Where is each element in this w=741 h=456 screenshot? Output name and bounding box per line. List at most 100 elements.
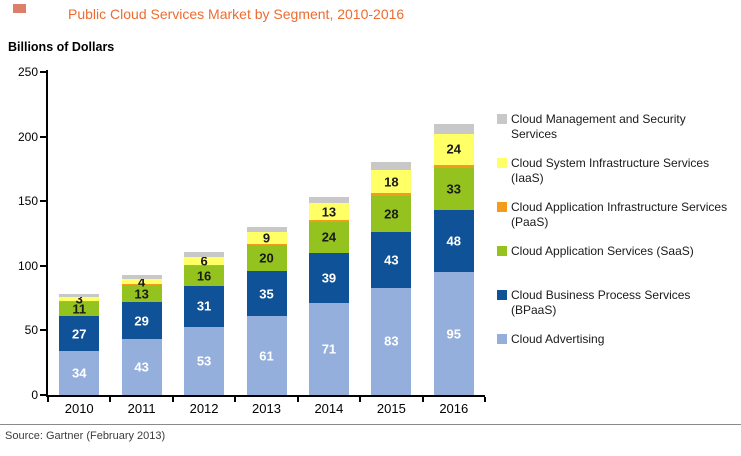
legend-label: Cloud Application Services (SaaS) — [511, 244, 694, 258]
bar-value-label: 24 — [446, 141, 462, 157]
bar-segment — [246, 243, 287, 246]
bar-segment: 3 — [59, 293, 100, 306]
x-tick-mark — [171, 397, 174, 402]
bar-segment — [246, 226, 287, 232]
bar-segment: 11 — [59, 301, 100, 317]
legend-swatch — [497, 290, 507, 300]
bar-segment: 24 — [308, 221, 349, 253]
bar-value-label: 9 — [262, 230, 271, 246]
y-tick-mark — [40, 394, 46, 396]
bar-value-label: 18 — [384, 174, 399, 190]
x-tick-mark — [109, 397, 112, 402]
y-tick-label: 150 — [17, 194, 38, 209]
x-tick-mark — [296, 397, 299, 402]
bar-2015: 83 43 28 18 — [371, 162, 412, 395]
x-tick-mark — [234, 397, 237, 402]
y-tick-mark — [40, 264, 46, 267]
bar-value-label: 34 — [71, 365, 87, 381]
bar-segment: 9 — [246, 230, 287, 246]
bar-segment: 29 — [121, 301, 162, 340]
bar-segment: 13 — [308, 203, 349, 220]
y-tick-mark — [40, 135, 46, 138]
bar-segment: 43 — [371, 232, 412, 288]
bar-2011: 43 29 13 4 — [121, 275, 162, 395]
legend-swatch — [497, 334, 507, 344]
bar-segment — [371, 193, 412, 197]
bar-segment: 20 — [246, 245, 287, 271]
bar-segment: 35 — [246, 270, 287, 317]
y-tick-mark — [40, 329, 46, 332]
bar-segment: 71 — [308, 303, 349, 395]
bar-segment — [433, 124, 474, 134]
red-marker — [13, 4, 26, 13]
legend-item: Cloud Application Services (SaaS) — [497, 244, 733, 288]
footer-divider — [0, 424, 741, 425]
x-category-label: 2015 — [376, 401, 406, 416]
bar-value-label: 13 — [321, 204, 337, 220]
bar-value-label: 43 — [134, 359, 149, 375]
y-tick-mark — [40, 200, 46, 203]
bar-segment: 83 — [371, 287, 412, 395]
bar-value-label: 95 — [446, 326, 462, 342]
bar-segment: 33 — [433, 167, 474, 211]
bar-segment: 61 — [246, 316, 287, 395]
legend-swatch — [497, 114, 507, 124]
bar-segment — [184, 252, 225, 257]
bar-segment — [59, 301, 100, 302]
bar-segment: 28 — [371, 196, 412, 233]
x-tick-mark — [484, 397, 486, 402]
y-tick-label: 0 — [31, 388, 38, 402]
bar-segment — [308, 196, 349, 204]
bar-segment — [308, 219, 349, 222]
x-tick-mark — [421, 397, 424, 402]
legend-label: Cloud Application Infrastructure Service… — [511, 200, 728, 229]
bar-segment: 13 — [121, 285, 162, 302]
bar-value-label: 35 — [259, 286, 274, 302]
bar-2010: 34 27 11 3 — [59, 293, 100, 395]
bar-segment — [371, 162, 412, 171]
y-axis-line — [46, 70, 48, 397]
bar-segment — [59, 294, 100, 298]
legend-label: Cloud Management and Security Services — [511, 112, 686, 141]
legend-item: Cloud Management and Security Services — [497, 112, 733, 156]
bar-segment: 24 — [433, 133, 474, 165]
y-tick-mark — [40, 71, 46, 73]
legend: Cloud Management and Security Services Cl… — [497, 112, 733, 376]
bar-segment: 31 — [184, 286, 225, 327]
bar-value-label: 71 — [321, 341, 337, 357]
bar-segment: 18 — [371, 170, 412, 194]
bar-value-label: 29 — [134, 313, 149, 329]
bar-value-label: 31 — [196, 298, 212, 314]
bar-segment — [121, 275, 162, 280]
bar-segment: 95 — [433, 272, 474, 395]
legend-swatch — [497, 158, 507, 168]
bar-segment — [433, 164, 474, 168]
bar-value-label: 39 — [321, 270, 337, 286]
y-tick-label: 50 — [24, 323, 38, 338]
x-category-label: 2011 — [127, 401, 156, 416]
legend-label: Cloud Business Process Services (BPaaS) — [511, 288, 691, 317]
bar-segment: 39 — [308, 252, 349, 304]
x-category-label: 2013 — [252, 401, 281, 416]
bar-value-label: 20 — [259, 250, 274, 266]
bar-value-label: 24 — [321, 229, 337, 245]
bar-value-label: 28 — [384, 206, 399, 222]
y-axis-title: Billions of Dollars — [8, 40, 115, 54]
bar-value-label: 53 — [196, 353, 212, 369]
bar-segment: 43 — [121, 339, 162, 395]
bar-segment: 16 — [184, 265, 225, 287]
bar-value-label: 33 — [446, 181, 462, 197]
bar-value-label: 83 — [384, 333, 399, 349]
bar-segment: 4 — [121, 275, 162, 288]
bar-2013: 61 35 20 9 — [246, 226, 287, 395]
bar-segment: 34 — [59, 351, 100, 395]
bar-segment: 27 — [59, 316, 100, 352]
x-category-label: 2010 — [64, 401, 94, 416]
bar-segment: 6 — [184, 254, 225, 267]
bar-value-label: 16 — [196, 268, 212, 284]
bar-value-label: 13 — [134, 286, 149, 302]
legend-swatch — [497, 202, 507, 212]
legend-label: Cloud Advertising — [511, 332, 605, 346]
bar-2012: 53 31 16 6 — [184, 252, 225, 395]
